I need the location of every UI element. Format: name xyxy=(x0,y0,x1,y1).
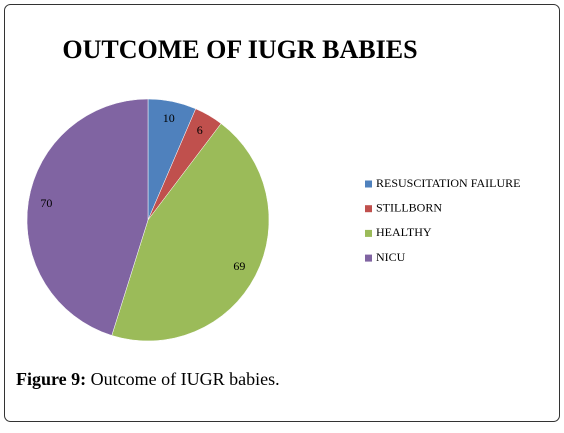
pie-slice xyxy=(26,98,149,336)
caption-text: Outcome of IUGR babies. xyxy=(91,369,280,389)
legend-swatch xyxy=(365,205,372,213)
legend-swatch xyxy=(365,254,372,262)
data-label: 70 xyxy=(40,196,52,210)
data-label: 6 xyxy=(197,123,203,137)
pie-slice xyxy=(111,123,270,342)
caption: Figure 9: Outcome of IUGR babies. xyxy=(16,369,280,389)
legend-label: HEALTHY xyxy=(376,225,432,239)
legend-swatch xyxy=(365,180,372,188)
legend-swatch xyxy=(365,229,372,237)
legend-label: NICU xyxy=(376,250,406,264)
legend-label: STILLBORN xyxy=(376,200,442,214)
data-label: 69 xyxy=(233,259,245,273)
data-label: 10 xyxy=(163,111,175,125)
chart-title: OUTCOME OF IUGR BABIES xyxy=(62,35,417,64)
caption-label: Figure 9: xyxy=(16,369,86,389)
legend-label: RESUSCITATION FAILURE xyxy=(376,176,521,190)
